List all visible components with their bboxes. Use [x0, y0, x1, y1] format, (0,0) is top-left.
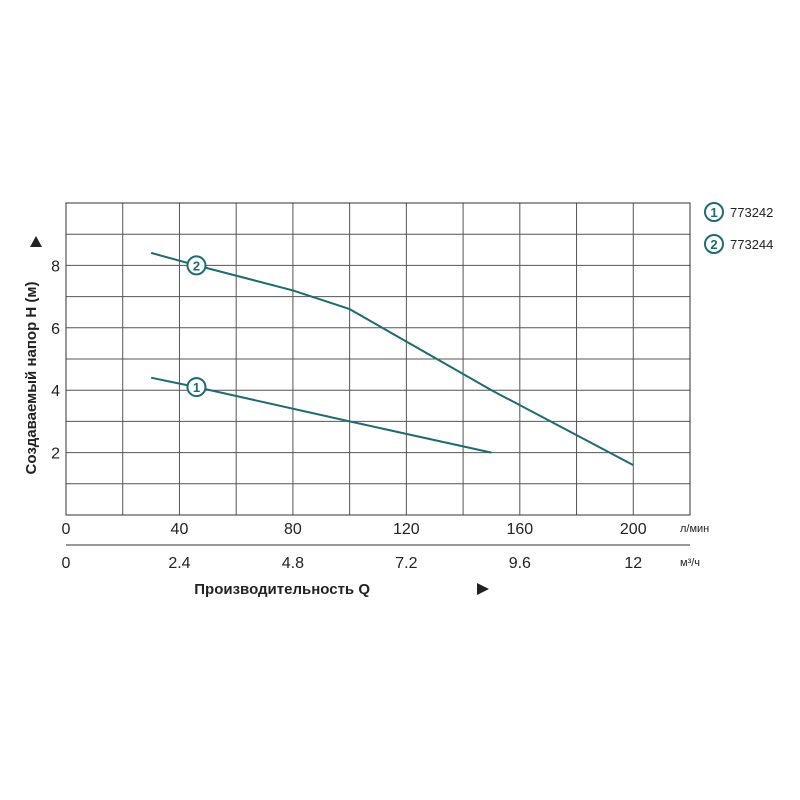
x-tick-labels-primary: 0 40 80 120 160 200: [62, 521, 647, 538]
y-tick-label: 4: [51, 383, 60, 400]
legend-marker-2: [704, 234, 724, 254]
x-tick-label-primary: 120: [393, 521, 420, 538]
x-tick-label-primary: 80: [284, 521, 302, 538]
x-tick-label-primary: 0: [62, 521, 71, 538]
x-tick-label-primary: 40: [171, 521, 189, 538]
legend-label-1: 773242: [730, 205, 773, 220]
x-axis-title: Производительность Q: [194, 581, 370, 598]
legend-marker-1: [704, 202, 724, 222]
y-axis-title: Создаваемый напор H (м): [23, 282, 40, 475]
curve-1: [150, 376, 492, 454]
x-unit-secondary: м³/ч: [680, 557, 700, 569]
y-tick-label: 8: [51, 258, 60, 275]
x-tick-label-primary: 200: [620, 521, 647, 538]
x-tick-label-primary: 160: [506, 521, 533, 538]
plot-grid: [66, 203, 690, 515]
legend-label-2: 773244: [730, 237, 773, 252]
y-tick-label: 2: [51, 446, 60, 463]
curve-marker-label-2: 2: [193, 258, 200, 273]
x-tick-label-secondary: 2.4: [168, 555, 190, 572]
x-unit-primary: л/мин: [680, 523, 709, 535]
plot-frame: [65, 202, 691, 516]
curve-marker-1: [186, 377, 207, 398]
x-tick-label-secondary: 0: [62, 555, 71, 572]
legend-marker-label-1: 1: [710, 205, 717, 220]
y-tick-label: 6: [51, 321, 60, 338]
y-tick-labels: 2 4 6 8: [51, 258, 60, 462]
curve-marker-label-1: 1: [193, 380, 200, 395]
curve-markers: 12: [186, 255, 207, 398]
x-axis-arrow-icon: [477, 583, 489, 595]
curve-marker-2: [186, 255, 207, 276]
x-tick-label-secondary: 7.2: [395, 555, 417, 572]
x-tick-label-secondary: 12: [624, 555, 642, 572]
legend-marker-label-2: 2: [710, 237, 717, 252]
x-tick-label-secondary: 4.8: [282, 555, 304, 572]
legend: 1 773242 2 773244: [704, 202, 773, 254]
x-tick-labels-secondary: 0 2.4 4.8 7.2 9.6 12: [62, 555, 643, 572]
x-tick-label-secondary: 9.6: [509, 555, 531, 572]
y-axis-arrow-icon: [30, 236, 42, 247]
